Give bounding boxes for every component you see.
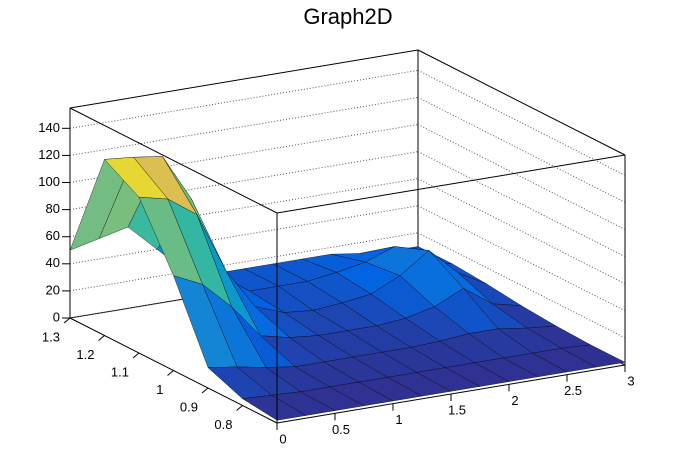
z-tick-label: 80 [46, 201, 60, 216]
surface-cell [241, 394, 307, 421]
grid-line [69, 96, 419, 156]
y-tick-label: 1 [156, 382, 163, 397]
y-tick-label: 0.9 [180, 399, 198, 414]
y-tick-label: 1.3 [42, 329, 60, 344]
y-tick [236, 405, 243, 411]
y-tick-label: 0.8 [214, 417, 232, 432]
grid-line [417, 124, 626, 230]
z-tick-label: 120 [38, 147, 60, 162]
box-edge [69, 49, 419, 109]
x-tick-label: 0.5 [332, 422, 350, 437]
x-tick-label: 0 [279, 431, 286, 446]
grid-line [69, 124, 419, 184]
grid-line [69, 69, 419, 129]
z-tick-label: 40 [46, 255, 60, 270]
y-tick [201, 387, 209, 394]
x-tick-label: 1.5 [448, 402, 466, 417]
z-tick-label: 100 [38, 174, 60, 189]
grid-line [417, 96, 626, 203]
grid-line [69, 151, 419, 211]
x-tick-label: 2.5 [564, 383, 582, 398]
z-tick-label: 20 [46, 282, 60, 297]
x-tick-label: 1 [395, 412, 402, 427]
y-tick [132, 352, 140, 359]
grid-line [417, 69, 626, 176]
box-edge [417, 49, 626, 156]
y-tick-label: 1.1 [111, 364, 129, 379]
chart-title: Graph2D [303, 4, 392, 29]
box-edge [69, 107, 278, 214]
box-edge [276, 154, 626, 214]
y-tick-label: 1.2 [76, 347, 94, 362]
y-tick [63, 317, 71, 324]
grid-line [417, 151, 626, 258]
z-tick-label: 60 [46, 228, 60, 243]
grid-line [69, 205, 419, 265]
x-tick-label: 2 [511, 393, 518, 408]
x-tick-label: 3 [627, 373, 634, 388]
y-tick [167, 370, 174, 376]
grid-line [69, 178, 419, 238]
y-tick [98, 335, 105, 341]
grid-line [69, 232, 419, 292]
z-tick-label: 140 [38, 120, 60, 135]
z-tick-label: 0 [53, 309, 60, 324]
